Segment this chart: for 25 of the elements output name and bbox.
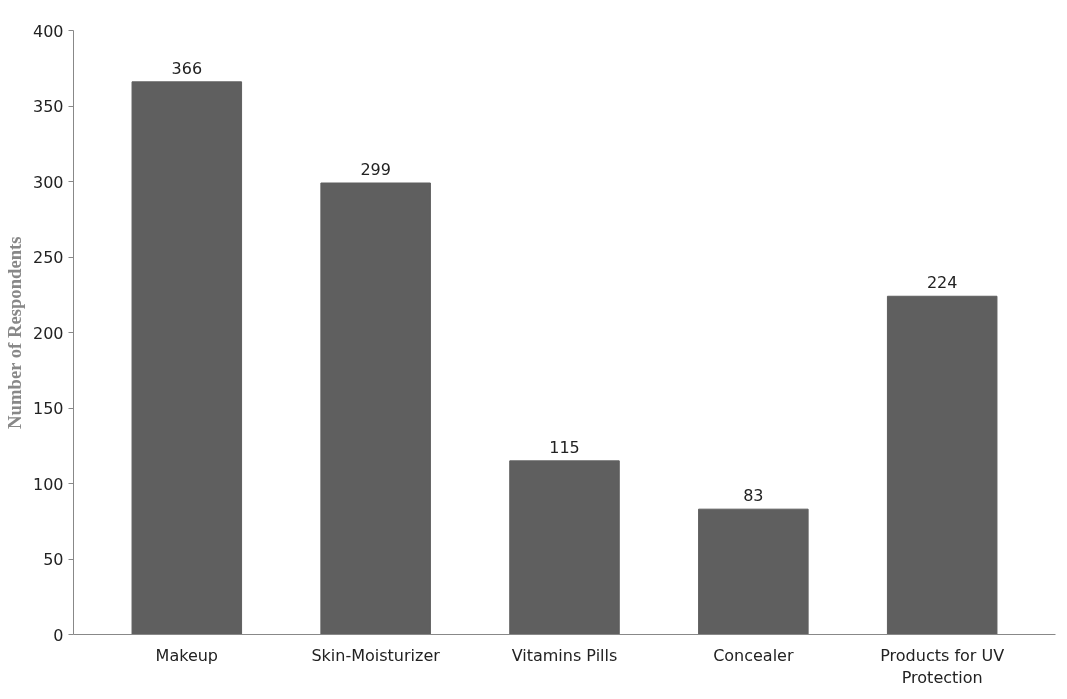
x-tick-label: Makeup [155,645,219,665]
y-axis-title: Number of Respondents [3,236,25,429]
y-tick-label: 0 [53,625,64,645]
data-label: 299 [360,160,391,180]
y-tick-label: 300 [32,172,64,192]
data-label: 83 [743,486,764,506]
bar [698,508,809,635]
y-tick-label: 350 [32,97,64,116]
data-label: 115 [549,437,580,457]
y-tick-label: 400 [32,21,64,41]
bar [131,81,243,635]
x-tick-label: Products for UV Protection [880,645,1005,688]
bar [320,182,431,635]
x-tick-label: Concealer [713,645,794,665]
y-tick-label: 250 [32,248,64,267]
bar [886,295,998,635]
data-label: 224 [926,273,958,293]
y-tick-label: 200 [32,323,64,343]
y-tick-label: 150 [32,399,64,418]
x-tick-label: Skin-Moisturizer [311,645,441,665]
y-tick-label: 50 [43,550,64,569]
x-tick-label: Vitamins Pills [511,645,618,665]
bar [509,460,620,635]
data-label: 366 [171,58,203,78]
y-tick-label: 100 [32,474,64,494]
